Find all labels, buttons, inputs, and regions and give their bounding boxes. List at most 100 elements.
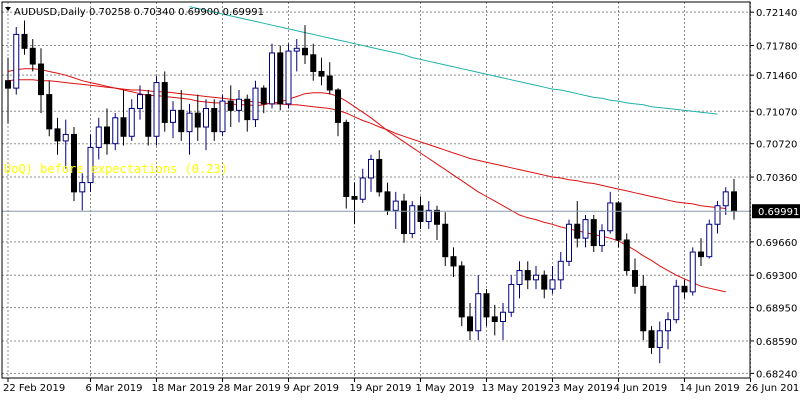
- candle-bear: [417, 205, 424, 222]
- candle-bull: [293, 47, 300, 52]
- x-axis: 22 Feb 2019 6 Mar 2019 18 Mar 2019 28 Mar 2…: [3, 378, 800, 394]
- plot-frame: [1, 1, 751, 379]
- current-price-label: 0.69991: [758, 207, 799, 218]
- y-tick-label: 0.69300: [756, 271, 797, 282]
- candle-bull: [475, 293, 482, 332]
- x-tick-label: 9 Apr 2019: [284, 383, 339, 394]
- y-tick-label: 0.70720: [756, 140, 797, 151]
- candle-bull: [557, 260, 564, 281]
- candle-bear: [524, 270, 531, 281]
- candle-bear: [227, 100, 234, 111]
- candle-bull: [599, 230, 605, 247]
- candle-bear: [384, 191, 391, 211]
- candle-bull: [607, 202, 614, 232]
- candle-bear: [244, 98, 251, 121]
- candle-bear: [450, 256, 457, 267]
- candle-bear: [681, 285, 688, 293]
- candle-bear: [640, 285, 647, 332]
- candle-bull: [359, 177, 366, 200]
- candle-bear: [29, 47, 36, 65]
- current-price-badge: 0.69991: [752, 204, 800, 219]
- ma-slow-line: [7, 79, 726, 209]
- chart-header: AUDUSD,Daily 0.70258 0.70340 0.69900 0.6…: [5, 7, 264, 18]
- candle-bull: [714, 205, 721, 225]
- candle-bear: [54, 128, 61, 142]
- candle-bull: [112, 117, 119, 145]
- candle-bear: [277, 52, 284, 105]
- candle-bull: [79, 182, 86, 193]
- candle-bull: [549, 279, 556, 290]
- x-tick-label: 1 May 2019: [416, 383, 475, 394]
- x-tick-label: 23 May 2019: [548, 383, 613, 394]
- x-tick-label: 22 Feb 2019: [3, 383, 65, 394]
- candles: [5, 20, 737, 364]
- candle-bear: [318, 70, 325, 77]
- candle-bull: [689, 251, 696, 293]
- candle-bear: [343, 121, 350, 197]
- candle-bear: [491, 316, 498, 323]
- x-tick-label: 4 Jun 2019: [614, 383, 668, 394]
- candle-bull: [566, 223, 572, 262]
- candle-bull: [87, 146, 94, 184]
- candle-bear: [46, 94, 53, 130]
- candle-bull: [153, 82, 160, 137]
- candle-bull: [533, 274, 539, 281]
- candle-bear: [541, 274, 548, 290]
- moving-averages: [7, 6, 726, 293]
- candle-bull: [706, 223, 713, 258]
- x-tick-label: 13 May 2019: [482, 383, 547, 394]
- y-tick-label: 0.68590: [756, 337, 797, 348]
- candle-bear: [590, 219, 597, 247]
- ma-fast-line: [7, 68, 726, 293]
- candle-bull: [236, 98, 242, 111]
- candle-bear: [326, 75, 333, 91]
- x-tick-label: 14 Jun 2019: [680, 383, 740, 394]
- candle-bull: [582, 219, 589, 239]
- candle-bear: [632, 270, 638, 287]
- ma-long-line: [189, 6, 718, 115]
- candle-bear: [615, 202, 622, 241]
- symbol-dropdown-icon: [5, 7, 11, 11]
- candle-bull: [673, 285, 680, 321]
- candle-bull: [128, 108, 135, 137]
- overlay-annotation: UoQ) before expectations (0.23): [4, 162, 228, 176]
- candle-bear: [698, 251, 704, 258]
- x-tick-label: 26 Jun 2019: [746, 383, 800, 394]
- candle-bear: [335, 89, 341, 123]
- candle-bull: [516, 270, 523, 285]
- candle-bear: [38, 63, 44, 96]
- candle-bull: [203, 108, 209, 128]
- candle-bull: [392, 200, 399, 211]
- candle-bear: [731, 191, 737, 212]
- candle-bear: [310, 54, 317, 72]
- y-tick-label: 0.71070: [756, 107, 797, 118]
- candle-bear: [648, 330, 655, 348]
- candle-bull: [409, 205, 416, 235]
- candle-bull: [252, 87, 259, 121]
- candle-bull: [219, 100, 226, 133]
- candle-bear: [483, 293, 490, 318]
- candle-bear: [194, 112, 201, 128]
- candle-bear: [71, 133, 77, 193]
- candle-bear: [458, 265, 465, 318]
- candle-bull: [665, 319, 671, 332]
- y-tick-label: 0.69660: [756, 238, 797, 249]
- symbol-label: AUDUSD,Daily: [14, 7, 86, 18]
- candle-bull: [508, 283, 515, 313]
- candle-bear: [302, 47, 308, 56]
- y-tick-label: 0.68950: [756, 304, 797, 315]
- ohlc-readout: 0.70258 0.70340 0.69900 0.69991: [89, 7, 264, 18]
- candle-bull: [95, 126, 102, 148]
- x-tick-label: 18 Mar 2019: [152, 383, 215, 394]
- candle-bear: [5, 80, 11, 89]
- candle-bear: [467, 316, 473, 332]
- candle-bear: [161, 82, 168, 123]
- candle-bull: [285, 50, 292, 105]
- candle-bear: [178, 109, 185, 133]
- y-tick-label: 0.72140: [756, 8, 797, 19]
- x-tick-label: 19 Apr 2019: [350, 383, 412, 394]
- candle-bull: [425, 209, 432, 222]
- y-tick-label: 0.71780: [756, 42, 797, 53]
- candle-bear: [376, 158, 383, 193]
